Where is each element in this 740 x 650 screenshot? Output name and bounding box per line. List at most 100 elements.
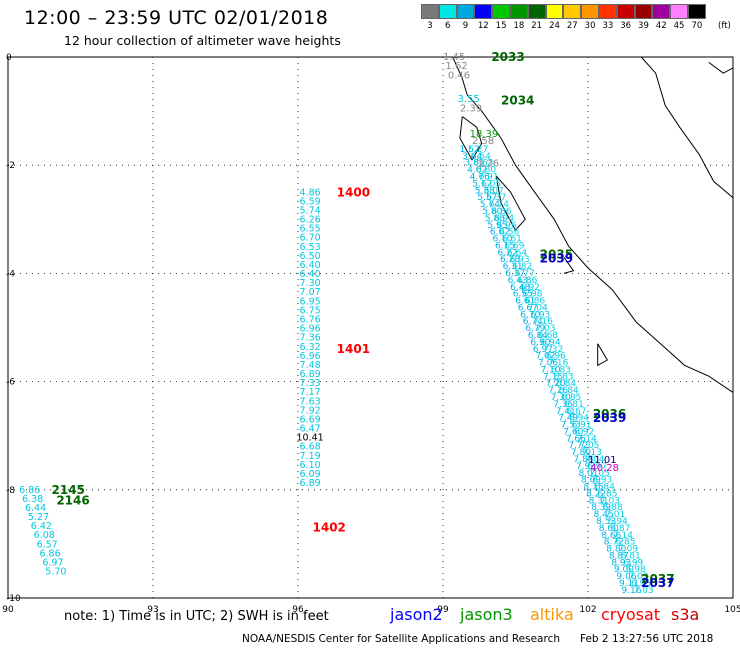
swh-value-diag: 6.37 — [486, 193, 506, 203]
swh-value-cryosat: 6.70 — [300, 233, 321, 244]
swh-value-coast: 2.58 — [472, 136, 494, 147]
swh-value-cryosat: 6.89 — [300, 478, 321, 489]
x-tick-label: 96 — [292, 605, 304, 615]
swh-value-cryosat: 6.69 — [300, 414, 321, 425]
swh-value-diag: 7.93 — [576, 462, 596, 472]
swh-value-diag: 7.49 — [558, 414, 578, 424]
swh-value-diag: 6.84 — [595, 483, 615, 493]
swh-value-cryosat: 6.59 — [300, 196, 321, 207]
swh-value-diag: 6.10 — [492, 235, 512, 245]
colorbar-label: 6 — [444, 21, 451, 31]
x-tick-label: 90 — [2, 605, 14, 615]
swh-value-diag: 6.69 — [504, 241, 524, 251]
swh-value-cryosat: 7.48 — [300, 360, 321, 371]
swh-value-sw: 5.27 — [28, 512, 49, 523]
swh-value-diag: 6.85 — [561, 393, 581, 403]
swh-value-diag: 6.95 — [631, 579, 651, 589]
page-subtitle: 12 hour collection of altimeter wave hei… — [64, 33, 341, 48]
swh-value-diag: 7.14 — [613, 531, 633, 541]
legend-satellite-cryosat: cryosat — [601, 605, 661, 624]
swh-value-diag: 6.80 — [476, 166, 496, 176]
swh-value-diag: 6.22 — [498, 248, 518, 258]
coastline — [452, 56, 734, 393]
swh-value-diag: 6.85 — [615, 538, 635, 548]
swh-value-diag: 7.80 — [571, 448, 591, 458]
swh-value-diag: 6.02 — [490, 228, 510, 238]
swh-value-diag: 6.94 — [494, 214, 514, 224]
swh-value-diag: 7.16 — [533, 317, 553, 327]
swh-value-diag: 7.66 — [566, 434, 586, 444]
legend-satellite-altika: altika — [530, 605, 574, 624]
swh-value-cryosat: 7.19 — [300, 451, 321, 462]
swh-value-diag: 5.57 — [477, 193, 497, 203]
swh-value-diag: 7.02 — [535, 352, 555, 362]
x-tick-label: 105 — [724, 605, 740, 615]
swh-value-diag: 6.81 — [564, 400, 584, 410]
legend-note: note: 1) Time is in UTC; 2) SWH is in fe… — [64, 609, 329, 624]
swh-value-diag: 6.77 — [515, 269, 535, 279]
swh-value-diag: 8.45 — [594, 510, 614, 520]
swh-value-diag: 8.22 — [586, 489, 606, 499]
swh-value-coast: 1.62 — [445, 61, 467, 72]
colorbar-label: 9 — [462, 21, 469, 31]
y-tick-label: -10 — [6, 594, 21, 604]
legend-satellite-jason3: jason3 — [460, 605, 513, 624]
swh-value-diag: 9.06 — [616, 572, 636, 582]
x-tick-label: 99 — [437, 605, 449, 615]
wave-height-colorbar — [421, 4, 706, 19]
colorbar-label: 21 — [531, 21, 543, 31]
swh-value-diag: 7.26 — [548, 386, 568, 396]
swh-value-diag: 6.96 — [497, 221, 517, 231]
swh-value-diag: 7.14 — [577, 434, 597, 444]
colorbar-swatch — [421, 4, 439, 19]
swh-value-diag: 7.15 — [543, 372, 563, 382]
colorbar-label: 24 — [549, 21, 560, 31]
colorbar-swatch — [509, 4, 528, 19]
colorbar-swatch — [527, 4, 546, 19]
swh-value-diag: 6.97 — [533, 345, 553, 355]
colorbar-label: 27 — [566, 21, 578, 31]
swh-value-diag: 6.94 — [569, 414, 589, 424]
orbit-time-label: 2034 — [501, 93, 534, 107]
swh-value-diag: 5.12 — [472, 179, 492, 189]
swh-value-diag: 6.48 — [510, 283, 530, 293]
swh-value-diag: 6.55 — [513, 290, 533, 300]
swh-value-sw: 6.57 — [37, 539, 58, 550]
swh-value-diag: 6.70 — [520, 310, 540, 320]
swh-value-diag: 6.93 — [530, 310, 550, 320]
swh-value-diag: 8.31 — [589, 496, 609, 506]
swh-value-diag: 7.30 — [551, 393, 571, 403]
swh-value-diag: 6.31 — [503, 262, 523, 272]
swh-value-diag: 1.52 — [460, 145, 480, 155]
colorbar-swatch — [581, 4, 599, 19]
swh-value-diag: 6.15 — [495, 241, 515, 251]
swh-value-coast: 40.28 — [590, 463, 619, 474]
swh-value-cryosat: 7.30 — [300, 278, 321, 289]
colorbar-swatch — [670, 4, 688, 19]
colorbar-label: 42 — [655, 21, 667, 31]
swh-value-diag: 7.09 — [618, 545, 638, 555]
swh-value-sw: 6.38 — [22, 494, 43, 505]
swh-value-cryosat: 4.86 — [300, 187, 321, 198]
footer-credit: NOAA/NESDIS Center for Satellite Applica… — [242, 633, 560, 645]
swh-value-diag: 6.43 — [508, 276, 528, 286]
swh-value-cryosat: 5.74 — [300, 205, 321, 216]
swh-value-diag: 7.53 — [561, 421, 581, 431]
swh-value-diag: 4.76 — [470, 173, 490, 183]
swh-value-diag: 8.60 — [599, 524, 619, 534]
swh-value-cryosat: 6.96 — [300, 324, 321, 335]
swh-value-cryosat: 6.40 — [300, 269, 321, 280]
orbit-time-label: 2036 — [593, 407, 626, 421]
coastline — [563, 256, 575, 274]
swh-value-diag: 6.87 — [610, 524, 630, 534]
swh-value-diag: 8.39 — [591, 503, 611, 513]
swh-value-diag: 7.05 — [579, 441, 599, 451]
x-tick-label: 102 — [579, 605, 596, 615]
colorbar-label: 18 — [513, 21, 525, 31]
swh-value-diag: 7.02 — [628, 572, 648, 582]
colorbar-swatch — [456, 4, 475, 19]
swh-value-diag: 6.68 — [538, 331, 558, 341]
swh-value-diag: 6.05 — [481, 179, 501, 189]
swh-value-diag: 5.95 — [487, 221, 507, 231]
orbit-time-label: 1402 — [313, 521, 346, 535]
